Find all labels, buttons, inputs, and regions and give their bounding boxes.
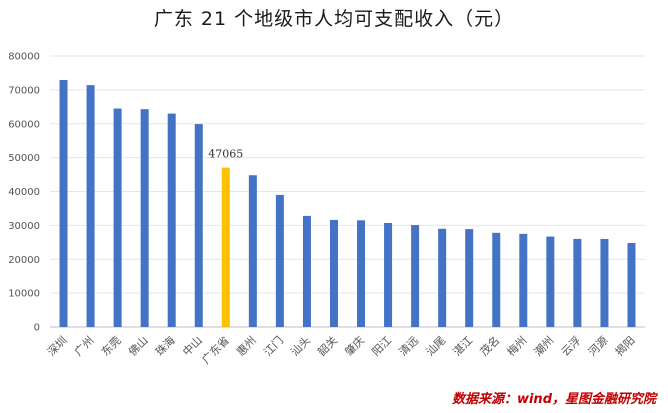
y-tick-label: 80000	[8, 52, 40, 63]
x-tick-label: 潮州	[531, 333, 556, 358]
x-tick-label: 湛江	[451, 334, 476, 359]
y-tick-label: 10000	[8, 289, 40, 300]
x-tick-label: 汕尾	[424, 334, 449, 359]
bar	[357, 220, 366, 327]
x-tick-label: 阳江	[369, 334, 394, 359]
bar	[275, 194, 284, 327]
y-tick-label: 0	[34, 323, 40, 334]
x-tick-label: 佛山	[126, 334, 151, 359]
x-tick-label: 清远	[396, 334, 421, 359]
bar	[384, 223, 393, 327]
y-axis-ticks: 0 10000 20000 30000 40000 50000 60000 70000 8000…	[8, 52, 40, 334]
bar	[600, 238, 609, 327]
bar	[59, 80, 68, 328]
bar	[411, 225, 420, 327]
x-tick-label: 汕头	[288, 334, 313, 359]
x-tick-label: 云浮	[559, 334, 584, 359]
bar	[329, 219, 338, 327]
bar	[627, 242, 636, 327]
x-tick-label: 韶关	[315, 333, 340, 358]
bar	[86, 85, 95, 327]
bar	[221, 167, 230, 327]
bar	[167, 113, 176, 328]
y-tick-label: 20000	[8, 255, 40, 266]
x-tick-label: 河源	[585, 333, 610, 358]
x-tick-label: 广东省	[199, 334, 232, 367]
x-axis-ticks: 深圳 广州 东莞 佛山 珠海 中山广东省 惠州 江门 汕头 韶关 肇庆 阳江 清远 汕尾 湛江 茂名 梅州 潮州云…	[45, 333, 638, 366]
x-tick-label: 茂名	[477, 333, 502, 358]
bar	[546, 236, 555, 327]
x-tick-label: 肇庆	[342, 333, 367, 358]
x-tick-label: 广州	[72, 334, 97, 359]
bar	[438, 228, 447, 327]
bar	[194, 124, 203, 328]
x-tick-label: 深圳	[45, 334, 70, 359]
bar	[519, 233, 528, 327]
bar	[248, 175, 257, 327]
x-tick-label: 珠海	[152, 333, 177, 358]
source-note: 数据来源：wind，星图金融研究院	[451, 392, 656, 407]
chart-title: 广东 21 个地级市人均可支配收入（元）	[153, 8, 515, 30]
x-tick-label: 惠州	[234, 333, 259, 358]
data-label: 47065	[208, 148, 243, 161]
x-tick-label: 江门	[261, 333, 286, 358]
y-tick-label: 40000	[8, 187, 40, 198]
x-tick-label: 揭阳	[612, 333, 637, 358]
data-labels: 47065	[208, 148, 243, 161]
y-tick-label: 30000	[8, 221, 40, 232]
y-tick-label: 60000	[8, 119, 40, 130]
bar	[302, 215, 311, 327]
bars	[59, 80, 636, 328]
bar	[573, 238, 582, 327]
x-tick-label: 梅州	[504, 333, 529, 358]
y-tick-label: 70000	[8, 85, 40, 96]
bar	[113, 108, 122, 327]
gridlines	[50, 55, 645, 328]
bar	[140, 109, 149, 327]
bar	[465, 229, 474, 327]
bar	[492, 232, 501, 327]
y-tick-label: 50000	[8, 153, 40, 164]
x-tick-label: 东莞	[99, 334, 124, 359]
